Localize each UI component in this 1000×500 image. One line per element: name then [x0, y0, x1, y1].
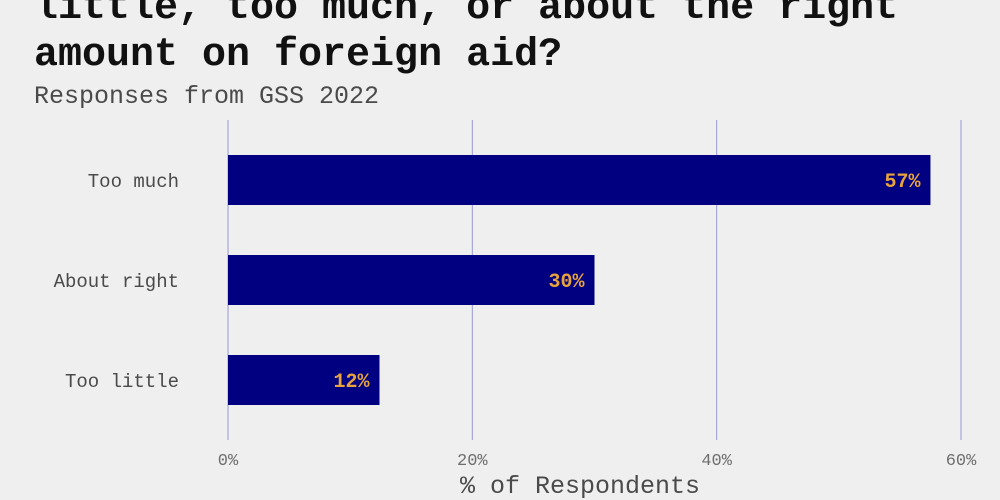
- bar-value-label: 12%: [333, 371, 370, 394]
- x-tick-label: 40%: [701, 452, 732, 471]
- x-tick-label: 60%: [946, 452, 977, 471]
- x-tick-label: 20%: [457, 452, 488, 471]
- bars: 57% 30% 12%: [228, 155, 931, 405]
- bar-value-label: 57%: [884, 171, 921, 194]
- chart-title-line-2: amount on foreign aid?: [34, 33, 562, 78]
- x-tick-label: 0%: [218, 452, 239, 471]
- chart-subtitle: Responses from GSS 2022: [34, 82, 379, 111]
- category-label: About right: [54, 271, 179, 293]
- category-labels: Too much About right Too little: [54, 171, 179, 393]
- bar: [228, 155, 931, 205]
- chart-title-line-1: little, too much, or about the right: [34, 0, 898, 31]
- bar: [228, 355, 380, 405]
- bar: [228, 255, 595, 305]
- bar-value-label: 30%: [548, 271, 585, 294]
- category-label: Too little: [65, 371, 179, 393]
- x-axis-ticks: 0% 20% 40% 60%: [218, 452, 977, 471]
- category-label: Too much: [88, 171, 179, 193]
- x-axis-label: % of Respondents: [460, 472, 700, 500]
